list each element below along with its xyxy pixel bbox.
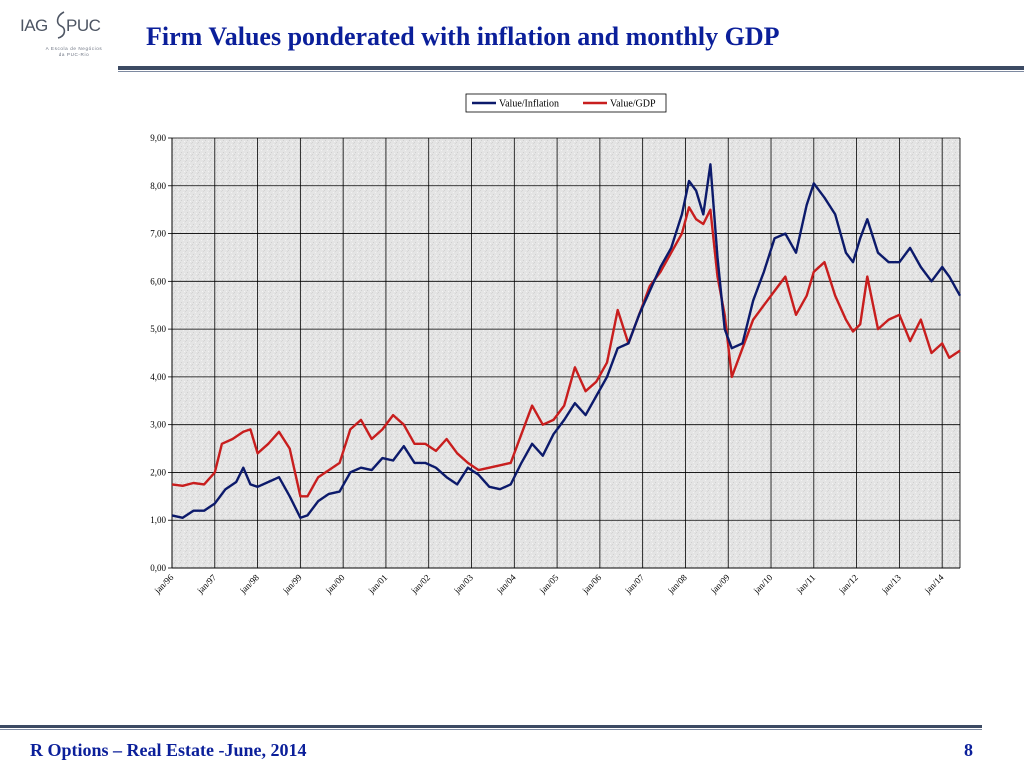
- logo-puc-text: PUC: [66, 16, 101, 35]
- logo-tagline: A Escola de Negócios da PUC-Rio: [18, 46, 130, 58]
- x-tick-label: jan/97: [195, 572, 219, 596]
- y-tick-label: 5,00: [150, 324, 166, 334]
- logo-tagline-line-2: da PUC-Rio: [58, 52, 90, 57]
- x-tick-label: jan/98: [237, 572, 261, 596]
- y-tick-label: 4,00: [150, 372, 166, 382]
- footer-text: R Options – Real Estate -June, 2014: [30, 740, 307, 760]
- legend-label-value-inflation: Value/Inflation: [499, 99, 559, 110]
- x-tick-label: jan/14: [922, 572, 946, 596]
- x-tick-label: jan/04: [494, 572, 518, 596]
- y-axis: 0,00 1,00 2,00 3,00 4,00 5,00 6,00 7,00 8,00 9,00: [150, 133, 173, 573]
- slide-title: Firm Values ponderated with inflation an…: [146, 22, 780, 51]
- x-tick-label: jan/00: [323, 572, 347, 596]
- x-tick-label: jan/99: [280, 572, 304, 596]
- x-tick-label: jan/02: [408, 572, 432, 596]
- x-tick-label: jan/01: [366, 572, 390, 596]
- y-tick-label: 7,00: [150, 229, 166, 239]
- firm-values-chart: Value/Inflation Value/GDP 0,00 1,00 2,00 3,0…: [150, 93, 962, 596]
- y-tick-label: 1,00: [150, 515, 166, 525]
- x-tick-label: jan/09: [708, 572, 732, 596]
- y-tick-label: 9,00: [150, 133, 166, 143]
- y-tick-label: 8,00: [150, 181, 166, 191]
- page-number: 8: [964, 740, 973, 760]
- footer-rule: [0, 725, 982, 728]
- series-line-value-inflation: [171, 163, 962, 519]
- x-tick-label: jan/96: [152, 572, 176, 596]
- x-tick-label: jan/07: [622, 572, 646, 596]
- header-rule: [118, 66, 1024, 70]
- iag-puc-logo: IAG PUC A Escola de Negócios da PUC-Rio: [18, 10, 130, 66]
- series-lines: [171, 163, 962, 519]
- footer-rule-thin: [0, 729, 982, 730]
- x-tick-label: jan/05: [537, 572, 561, 596]
- chart-legend: Value/Inflation Value/GDP: [465, 93, 667, 113]
- legend-label-value-gdp: Value/GDP: [610, 99, 656, 110]
- x-tick-label: jan/10: [751, 572, 775, 596]
- x-tick-label: jan/06: [580, 572, 604, 596]
- header-rule-thin: [118, 71, 1024, 72]
- logo-tagline-line-1: A Escola de Negócios: [45, 46, 103, 51]
- x-tick-label: jan/03: [451, 572, 475, 596]
- y-tick-label: 3,00: [150, 420, 166, 430]
- series-line-value-gdp: [171, 206, 961, 498]
- y-tick-label: 2,00: [150, 467, 166, 477]
- x-tick-label: jan/13: [879, 572, 903, 596]
- logo-wordmark: IAG PUC: [20, 16, 101, 36]
- legend-box: [465, 93, 667, 113]
- x-tick-label: jan/08: [665, 572, 689, 596]
- y-tick-label: 6,00: [150, 276, 166, 286]
- logo-swirl-icon: [56, 11, 66, 39]
- x-tick-label: jan/11: [794, 572, 817, 595]
- x-tick-label: jan/12: [836, 572, 860, 596]
- y-tick-label: 0,00: [150, 563, 166, 573]
- x-axis: jan/96 jan/97 jan/98 jan/99 jan/00 jan/01 jan/…: [152, 567, 960, 596]
- plot-area: [172, 138, 960, 568]
- logo-iag-text: IAG: [20, 16, 48, 35]
